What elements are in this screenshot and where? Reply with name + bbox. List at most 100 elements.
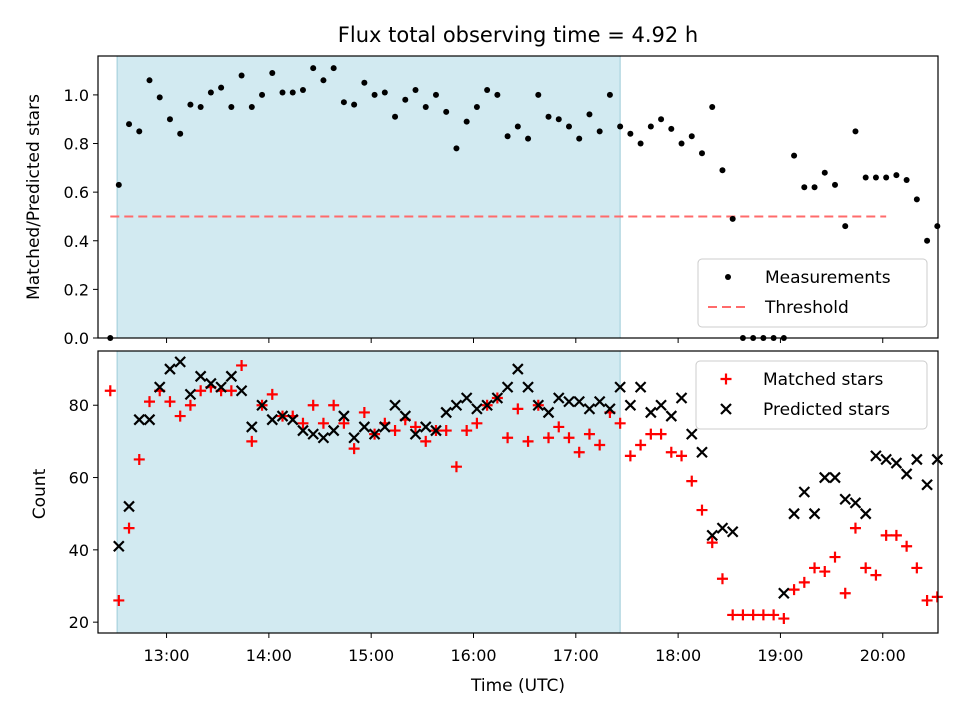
measurement-point xyxy=(678,140,685,147)
legend-matched-label: Matched stars xyxy=(763,370,883,390)
matched-star-point xyxy=(614,417,626,429)
predicted-star-point xyxy=(931,453,944,466)
predicted-star-point xyxy=(205,377,217,390)
legend-measurements-marker xyxy=(725,274,731,280)
matched-star-point xyxy=(829,551,841,563)
measurement-point xyxy=(371,91,378,98)
measurement-point xyxy=(832,181,839,188)
matched-star-point xyxy=(594,439,606,451)
measurement-point xyxy=(156,94,163,101)
matched-star-point xyxy=(104,385,116,397)
legend-measurements-label: Measurements xyxy=(765,268,891,288)
matched-star-point xyxy=(236,359,248,371)
measurement-point xyxy=(381,89,388,96)
measurement-point xyxy=(719,167,726,174)
predicted-star-point xyxy=(153,381,166,393)
predicted-star-point xyxy=(716,522,729,534)
predicted-star-point xyxy=(501,381,514,393)
measurement-point xyxy=(228,104,235,111)
y-tick-label: 0.6 xyxy=(64,183,89,202)
predicted-star-point xyxy=(143,413,156,426)
predicted-star-point xyxy=(726,525,739,538)
matched-star-point xyxy=(133,453,145,465)
matched-star-point xyxy=(543,432,555,444)
matched-star-point xyxy=(440,425,452,437)
predicted-star-point xyxy=(430,424,442,437)
predicted-star-point xyxy=(317,431,330,444)
matched-star-point xyxy=(676,450,688,462)
matched-star-point xyxy=(563,432,575,444)
measurement-point xyxy=(688,133,695,140)
predicted-star-point xyxy=(573,395,585,408)
measurement-point xyxy=(177,130,184,137)
chart-title: Flux total observing time = 4.92 h xyxy=(338,23,698,47)
matched-star-point xyxy=(461,425,473,437)
measurement-point xyxy=(351,101,358,108)
measurement-point xyxy=(443,108,450,115)
predicted-star-point xyxy=(297,424,309,437)
predicted-star-point xyxy=(471,403,483,415)
matched-star-point xyxy=(573,446,585,458)
matched-star-point xyxy=(164,396,176,408)
matched-star-point xyxy=(747,609,759,621)
measurement-point xyxy=(924,237,931,244)
predicted-star-point xyxy=(379,421,391,433)
x-tick-label: 14:00 xyxy=(246,646,292,665)
predicted-star-point xyxy=(696,446,708,459)
predicted-star-point xyxy=(419,421,432,433)
predicted-star-point xyxy=(604,403,616,415)
matched-star-point xyxy=(225,385,237,397)
matched-star-point xyxy=(911,562,923,574)
measurement-point xyxy=(637,140,644,147)
matched-star-point xyxy=(757,609,769,621)
y-tick-label: 80 xyxy=(69,396,89,415)
measurement-point xyxy=(299,87,306,94)
measurement-point xyxy=(658,116,665,123)
legend-box xyxy=(695,360,928,430)
measurement-point xyxy=(166,116,173,123)
predicted-star-point xyxy=(645,406,657,419)
axes-frame xyxy=(97,55,939,339)
predicted-star-point xyxy=(634,381,647,393)
y-tick-label: 0.0 xyxy=(64,329,89,348)
top-panel: 0.0 0.2 0.4 0.6 0.8 1.0 Measurements Threshold xyxy=(64,55,941,348)
predicted-star-point xyxy=(389,399,401,412)
predicted-star-point xyxy=(624,399,637,412)
predicted-star-point xyxy=(307,428,319,440)
measurement-point xyxy=(545,113,552,120)
measurement-point xyxy=(627,130,634,137)
matched-star-point xyxy=(809,562,821,574)
matched-star-point xyxy=(696,504,708,516)
predicted-star-point xyxy=(552,392,565,404)
matched-star-point xyxy=(184,399,196,411)
predicted-star-point xyxy=(460,392,473,404)
predicted-star-point xyxy=(542,406,555,419)
x-tick-label: 17:00 xyxy=(553,646,599,665)
y-tick-label: 20 xyxy=(69,613,89,632)
predicted-star-point xyxy=(900,468,913,480)
matched-star-point xyxy=(665,446,677,458)
legend-threshold-label: Threshold xyxy=(764,298,849,318)
matched-star-point xyxy=(624,450,636,462)
measurement-point xyxy=(514,123,521,130)
measurement-point xyxy=(279,89,286,96)
matched-star-point xyxy=(686,475,698,487)
measurement-point xyxy=(207,89,214,96)
measurement-point xyxy=(535,91,542,98)
measurement-point xyxy=(473,104,480,111)
predicted-star-point xyxy=(399,410,412,422)
x-axis-label: Time (UTC) xyxy=(470,676,565,696)
predicted-star-point xyxy=(614,381,626,393)
x-tick-label: 16:00 xyxy=(450,646,496,665)
predicted-star-point xyxy=(706,529,719,542)
matched-star-point xyxy=(317,417,329,429)
predicted-star-point xyxy=(481,399,493,412)
predicted-star-point xyxy=(921,478,933,491)
measurement-point xyxy=(668,125,675,132)
measurement-point xyxy=(791,152,798,159)
measurement-point xyxy=(576,135,583,142)
predicted-star-point xyxy=(348,431,360,444)
measurement-point xyxy=(248,104,255,111)
measurement-point xyxy=(289,89,296,96)
